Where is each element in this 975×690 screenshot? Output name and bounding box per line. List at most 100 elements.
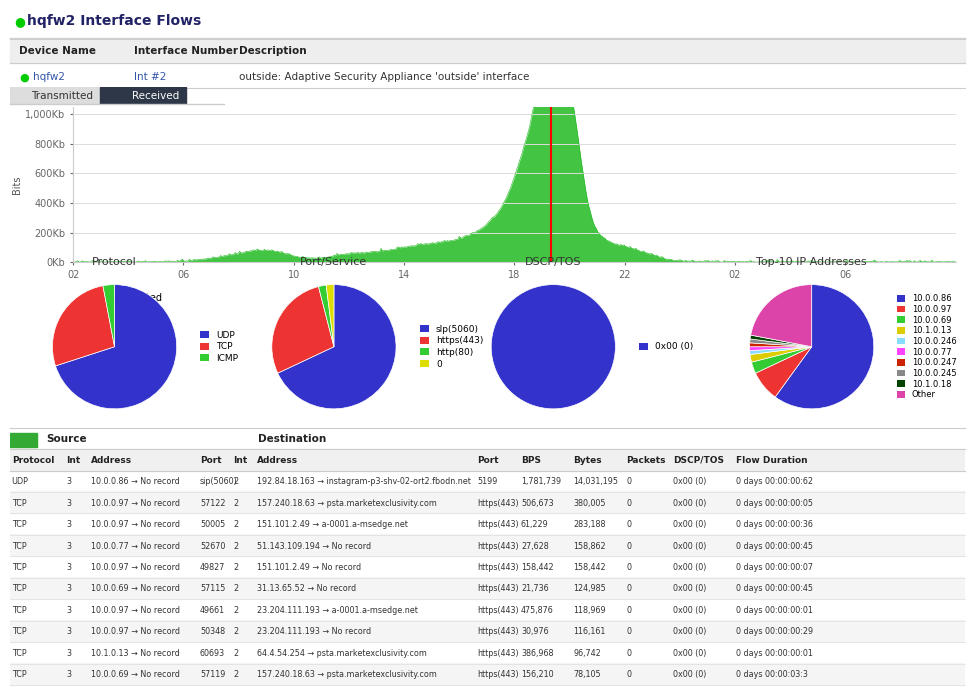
- Text: 2: 2: [233, 606, 239, 615]
- Text: 2: 2: [233, 584, 239, 593]
- Text: 3: 3: [66, 627, 71, 636]
- Text: 0 days 00:00:00:45: 0 days 00:00:00:45: [736, 584, 813, 593]
- Text: 0 days 00:00:03:3: 0 days 00:00:03:3: [736, 671, 808, 680]
- Bar: [10, 577, 965, 599]
- Text: DSCP/TOS: DSCP/TOS: [673, 455, 723, 464]
- Text: TCP: TCP: [12, 627, 26, 636]
- Text: 0: 0: [626, 584, 631, 593]
- Text: TCP: TCP: [12, 606, 26, 615]
- Text: 158,442: 158,442: [573, 563, 606, 572]
- Text: 506,673: 506,673: [521, 498, 554, 508]
- Text: Source: Source: [46, 433, 87, 444]
- Text: 57119: 57119: [200, 671, 225, 680]
- Text: Description: Description: [239, 46, 307, 56]
- Title: Protocol: Protocol: [93, 257, 136, 267]
- Wedge shape: [756, 346, 811, 397]
- Text: 156,210: 156,210: [521, 671, 554, 680]
- Wedge shape: [53, 286, 115, 366]
- Text: ●: ●: [20, 72, 29, 82]
- Wedge shape: [752, 346, 811, 373]
- Text: 30,976: 30,976: [521, 627, 549, 636]
- Text: https(443): https(443): [477, 627, 519, 636]
- Text: Device Name: Device Name: [20, 46, 97, 56]
- Text: 192.84.18.163 → instagram-p3-shv-02-ort2.fbodn.net: 192.84.18.163 → instagram-p3-shv-02-ort2…: [257, 477, 471, 486]
- Text: 0x00 (0): 0x00 (0): [673, 563, 706, 572]
- Wedge shape: [750, 339, 811, 346]
- Bar: [10, 433, 36, 446]
- Text: 157.240.18.63 → psta.marketexclusivity.com: 157.240.18.63 → psta.marketexclusivity.c…: [257, 498, 437, 508]
- Text: 2: 2: [233, 520, 239, 529]
- Bar: [10, 534, 965, 555]
- Text: 10.1.0.13 → No record: 10.1.0.13 → No record: [91, 649, 179, 658]
- Legend: 10.0.0.86, 10.0.0.97, 10.0.0.69, 10.1.0.13, 10.0.0.246, 10.0.0.77, 10.0.0.247, 1: 10.0.0.86, 10.0.0.97, 10.0.0.69, 10.1.0.…: [893, 291, 960, 402]
- Text: 10.0.0.86 → No record: 10.0.0.86 → No record: [91, 477, 179, 486]
- Text: 0: 0: [626, 671, 631, 680]
- Text: 0x00 (0): 0x00 (0): [673, 520, 706, 529]
- Wedge shape: [327, 285, 334, 346]
- Text: 2: 2: [233, 563, 239, 572]
- Wedge shape: [278, 285, 396, 408]
- Text: 0x00 (0): 0x00 (0): [673, 671, 706, 680]
- Text: 0: 0: [626, 520, 631, 529]
- Title: DSCP/TOS: DSCP/TOS: [526, 257, 581, 267]
- Wedge shape: [750, 335, 811, 346]
- Text: outside: Adaptive Security Appliance 'outside' interface: outside: Adaptive Security Appliance 'ou…: [239, 72, 529, 82]
- Title: Port/Service: Port/Service: [300, 257, 368, 267]
- Text: 386,968: 386,968: [521, 649, 554, 658]
- Text: 380,005: 380,005: [573, 498, 606, 508]
- Text: 0x00 (0): 0x00 (0): [673, 649, 706, 658]
- Text: 3: 3: [66, 584, 71, 593]
- Wedge shape: [775, 285, 874, 408]
- Wedge shape: [272, 286, 333, 373]
- Text: 50005: 50005: [200, 520, 225, 529]
- Bar: [10, 87, 99, 104]
- Text: 23.204.111.193 → No record: 23.204.111.193 → No record: [257, 627, 371, 636]
- Text: Port: Port: [477, 455, 498, 464]
- Text: 0: 0: [626, 542, 631, 551]
- Text: 3: 3: [66, 477, 71, 486]
- Text: 51.143.109.194 → No record: 51.143.109.194 → No record: [257, 542, 371, 551]
- Wedge shape: [103, 285, 115, 346]
- Text: 10.0.0.97 → No record: 10.0.0.97 → No record: [91, 498, 180, 508]
- Text: TCP: TCP: [12, 498, 26, 508]
- Text: 10.0.0.97 → No record: 10.0.0.97 → No record: [91, 520, 180, 529]
- Text: 14,031,195: 14,031,195: [573, 477, 618, 486]
- Text: 23.204.111.193 → a-0001.a-msedge.net: 23.204.111.193 → a-0001.a-msedge.net: [257, 606, 418, 615]
- Text: Flow Duration: Flow Duration: [736, 455, 807, 464]
- Text: 52670: 52670: [200, 542, 225, 551]
- Text: https(443): https(443): [477, 520, 519, 529]
- Text: 31.13.65.52 → No record: 31.13.65.52 → No record: [257, 584, 356, 593]
- Wedge shape: [750, 346, 811, 351]
- Text: TCP: TCP: [12, 671, 26, 680]
- Text: TCP: TCP: [12, 563, 26, 572]
- Wedge shape: [56, 285, 176, 408]
- Text: https(443): https(443): [477, 606, 519, 615]
- Text: 2: 2: [233, 627, 239, 636]
- Text: 0 days 00:00:00:36: 0 days 00:00:00:36: [736, 520, 813, 529]
- Text: hqfw2 Interface Flows: hqfw2 Interface Flows: [27, 14, 201, 28]
- Text: 0: 0: [626, 627, 631, 636]
- Wedge shape: [750, 346, 811, 362]
- Legend: slp(5060), https(443), http(80), 0: slp(5060), https(443), http(80), 0: [416, 321, 487, 373]
- Text: 0 days 00:00:00:45: 0 days 00:00:00:45: [736, 542, 813, 551]
- Wedge shape: [750, 343, 811, 346]
- Text: 10.0.0.97 → No record: 10.0.0.97 → No record: [91, 563, 180, 572]
- Text: 118,969: 118,969: [573, 606, 606, 615]
- Text: 124,985: 124,985: [573, 584, 606, 593]
- Text: 0: 0: [626, 606, 631, 615]
- Text: TCP: TCP: [12, 542, 26, 551]
- Text: sip(5060): sip(5060): [200, 477, 238, 486]
- Bar: [10, 39, 965, 63]
- Text: TCP: TCP: [12, 584, 26, 593]
- Text: 96,742: 96,742: [573, 649, 602, 658]
- Text: 158,442: 158,442: [521, 563, 554, 572]
- Text: 50348: 50348: [200, 627, 225, 636]
- Text: Transmitted: Transmitted: [31, 91, 94, 101]
- Text: Packets: Packets: [626, 455, 666, 464]
- Text: 2: 2: [233, 649, 239, 658]
- Text: 116,161: 116,161: [573, 627, 605, 636]
- Text: 283,188: 283,188: [573, 520, 606, 529]
- Bar: [10, 491, 965, 513]
- Text: 0x00 (0): 0x00 (0): [673, 627, 706, 636]
- Text: UDP: UDP: [12, 477, 28, 486]
